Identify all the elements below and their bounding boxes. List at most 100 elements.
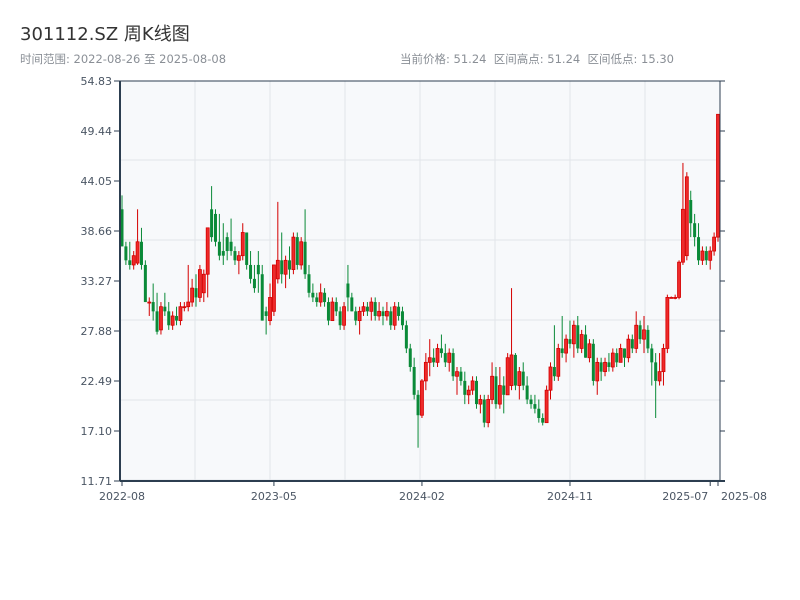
candle (170, 311, 175, 330)
candle-body (205, 227, 210, 275)
candle (533, 394, 537, 414)
x-tick-label: 2025-08 (721, 490, 767, 503)
candle (455, 366, 459, 395)
candle-body (513, 354, 517, 386)
candle (599, 357, 603, 381)
candle (451, 348, 455, 381)
candle (630, 334, 634, 354)
candle (552, 325, 556, 381)
candle-body (280, 260, 284, 275)
candle (712, 232, 717, 256)
candle (412, 357, 416, 400)
candle (529, 394, 533, 409)
candle-body (151, 302, 155, 312)
candle (205, 227, 210, 298)
candle (521, 362, 525, 391)
candle (650, 343, 654, 386)
candle (240, 223, 245, 261)
candle (124, 241, 128, 265)
candle-body (210, 209, 214, 238)
candle (318, 283, 323, 307)
candle (268, 283, 272, 326)
candle (502, 376, 506, 414)
candle-body (661, 348, 666, 373)
candle (584, 325, 588, 358)
candle-body (708, 250, 713, 261)
candle (350, 292, 354, 312)
candle-body (576, 325, 580, 349)
candle (210, 186, 214, 242)
candle (661, 343, 666, 386)
candle (423, 353, 428, 391)
candle (178, 302, 183, 326)
candle-body (712, 236, 717, 252)
y-tick-label: 11.71 (81, 475, 113, 488)
candle-body (548, 366, 553, 391)
candle (704, 246, 708, 265)
candle (708, 246, 713, 270)
candle-body (439, 348, 443, 354)
candle (595, 357, 600, 395)
candle-body (650, 348, 654, 363)
candle-body (525, 385, 529, 400)
candle (288, 246, 292, 279)
candle-body (338, 311, 342, 326)
candle-body (420, 380, 424, 416)
candle (198, 264, 202, 303)
candle (346, 264, 350, 312)
candle (478, 394, 483, 414)
candle (163, 292, 167, 316)
candle (182, 302, 187, 312)
candle (439, 334, 443, 358)
candle-body (326, 302, 330, 321)
candle (568, 320, 572, 349)
candle (175, 306, 179, 326)
candle (537, 399, 541, 423)
candle (579, 329, 584, 354)
candle-body (143, 264, 147, 303)
candle (607, 353, 611, 372)
candle (217, 213, 221, 261)
candle (517, 366, 522, 400)
candle (556, 343, 561, 381)
candle (673, 294, 678, 300)
candle (505, 353, 510, 396)
candle (307, 264, 311, 298)
candle (392, 302, 397, 330)
candle-body (315, 297, 319, 303)
candle-body (486, 399, 491, 424)
candle (315, 292, 319, 307)
candle-body (451, 353, 455, 377)
candle (245, 232, 249, 270)
candle-body (354, 311, 358, 321)
candle (576, 315, 580, 354)
candle-body (610, 352, 615, 368)
candle-body (568, 339, 572, 344)
candle-body (704, 251, 708, 261)
candle (513, 353, 517, 391)
candle (357, 306, 362, 335)
candle (432, 348, 436, 367)
candle-body (190, 287, 195, 303)
candle-body (334, 302, 338, 312)
candle-body (361, 306, 366, 312)
candle-body (591, 343, 595, 381)
candle-body (455, 371, 459, 377)
candle (213, 209, 217, 247)
y-tick-label: 27.88 (81, 325, 113, 338)
candle-body (634, 324, 639, 349)
candle (677, 260, 681, 300)
candle-body (505, 357, 510, 396)
candle-body (432, 357, 436, 363)
candle (525, 376, 529, 405)
candle (159, 302, 163, 335)
candle-body (147, 301, 152, 304)
candle-body (681, 208, 685, 263)
candle-body (615, 353, 619, 363)
candle-body (299, 241, 304, 266)
candle-body (198, 269, 202, 298)
candle-body (521, 371, 525, 386)
candle-body (416, 394, 420, 416)
candle (427, 339, 432, 377)
candle (365, 302, 369, 316)
